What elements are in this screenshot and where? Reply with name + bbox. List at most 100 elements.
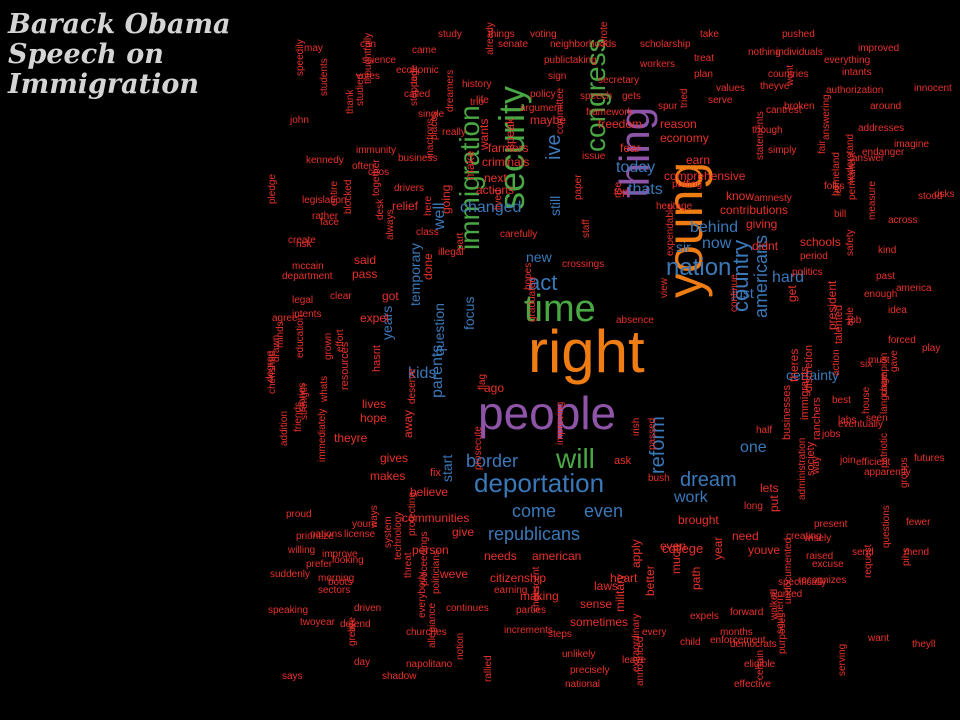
cloud-word: statements [755, 111, 766, 160]
cloud-word: forced [888, 335, 916, 346]
cloud-word: next [484, 171, 507, 185]
cloud-word: prefer [306, 559, 333, 570]
cloud-word: american [532, 549, 582, 563]
cloud-word: threat [403, 552, 414, 578]
cloud-word: america [896, 283, 932, 294]
cloud-word: time [524, 288, 596, 330]
cloud-word: scholarship [640, 39, 691, 50]
cloud-word: give [452, 525, 475, 539]
cloud-word: illegal [438, 247, 464, 258]
cloud-word: economy [660, 131, 709, 145]
cloud-word: treat [694, 53, 715, 64]
cloud-word: permanent [847, 152, 858, 200]
cloud-word: didnt [752, 239, 779, 253]
cloud-word: border [466, 451, 519, 471]
cloud-word: desk [375, 198, 386, 220]
cloud-word: will [556, 443, 595, 474]
cloud-word: hopes [523, 262, 534, 290]
cloud-word: democrats [730, 639, 777, 650]
cloud-word: forward [730, 607, 764, 618]
cloud-word: needs [484, 549, 517, 563]
cloud-word: staff [581, 219, 592, 238]
cloud-word: gets [622, 91, 641, 102]
cloud-word: politicians [431, 550, 442, 594]
cloud-word: ask [614, 455, 632, 467]
cloud-word: maybe [530, 113, 567, 127]
cloud-word: months [720, 627, 753, 638]
cloud-word: bill [834, 209, 847, 220]
cloud-word: precisely [570, 665, 610, 676]
cloud-word: looking [332, 555, 364, 566]
cloud-word: hope [360, 411, 387, 425]
cloud-word: temporary [407, 242, 423, 306]
cloud-word: often [352, 161, 375, 172]
cloud-word: start [439, 454, 455, 482]
cloud-word: join [840, 455, 856, 466]
cloud-word: even [660, 539, 687, 553]
cloud-word: talented [833, 304, 845, 344]
cloud-word: expel [360, 311, 389, 325]
cloud-word: makes [370, 469, 406, 483]
cloud-word: farmers [488, 141, 529, 155]
cloud-word: things [488, 29, 515, 40]
cloud-word: voting [530, 29, 557, 40]
cloud-word: notion [455, 632, 466, 660]
cloud-word: theyll [912, 639, 936, 650]
cloud-word: flag [477, 373, 488, 390]
cloud-word: hard [772, 269, 805, 286]
cloud-word: theyve [760, 81, 790, 92]
cloud-word: science [362, 55, 396, 66]
cloud-word: continues [446, 603, 489, 614]
cloud-word: national [565, 679, 601, 690]
cloud-word: license [344, 529, 376, 540]
cloud-word: policy [530, 89, 556, 100]
cloud-word: eventually [838, 419, 884, 430]
cloud-word: work [674, 489, 708, 506]
cloud-word: ive [543, 134, 565, 160]
cloud-word: mccain [292, 261, 324, 272]
cloud-word: dream [680, 469, 737, 491]
cloud-word: plan [694, 69, 713, 80]
cloud-word: comprehensive [664, 169, 746, 183]
cloud-word: may [304, 43, 323, 54]
cloud-word: fix [430, 467, 441, 479]
cloud-word: answering [821, 94, 832, 140]
cloud-word: jobs [822, 429, 841, 440]
cloud-word: actions [476, 183, 515, 197]
cloud-word: citizenship [490, 571, 547, 585]
cloud-word: administration [797, 437, 808, 500]
cloud-word: speaking [268, 605, 309, 616]
cloud-word: steps [548, 629, 572, 640]
cloud-word: votes [356, 71, 380, 82]
cloud-word: business [398, 153, 438, 164]
cloud-word: top [614, 187, 628, 198]
cloud-word: innocent [914, 83, 952, 94]
cloud-word: speak [503, 117, 517, 150]
cloud-word: across [888, 215, 918, 226]
cloud-word: changed [460, 199, 522, 216]
cloud-word: legislation [302, 195, 347, 206]
cloud-word: everything [824, 55, 871, 66]
cloud-word: bush [648, 473, 670, 484]
cloud-word: john [290, 115, 309, 126]
cloud-word: want [868, 633, 890, 644]
cloud-word: wont [785, 64, 796, 86]
cloud-word: proceedings [419, 531, 430, 586]
cloud-word: thats [628, 181, 663, 198]
cloud-word: prosecute [473, 426, 484, 470]
cloud-word: reason [660, 117, 697, 131]
cloud-word: willing [288, 545, 316, 556]
cloud-word: churches [406, 627, 447, 638]
cloud-word: addition [279, 410, 290, 446]
cloud-word: minds [275, 321, 286, 348]
cloud-word: stood [918, 191, 943, 202]
cloud-word: dreamers [445, 69, 456, 112]
cloud-word: mend [904, 547, 930, 558]
cloud-word: sir [676, 239, 691, 255]
cloud-word: eligible [744, 659, 776, 670]
cloud-word: day [354, 657, 371, 668]
cloud-word: driven [354, 603, 382, 614]
cloud-word: cantrest [766, 105, 802, 116]
cloud-word: giving [746, 217, 778, 231]
cloud-word: sectors [318, 585, 351, 596]
